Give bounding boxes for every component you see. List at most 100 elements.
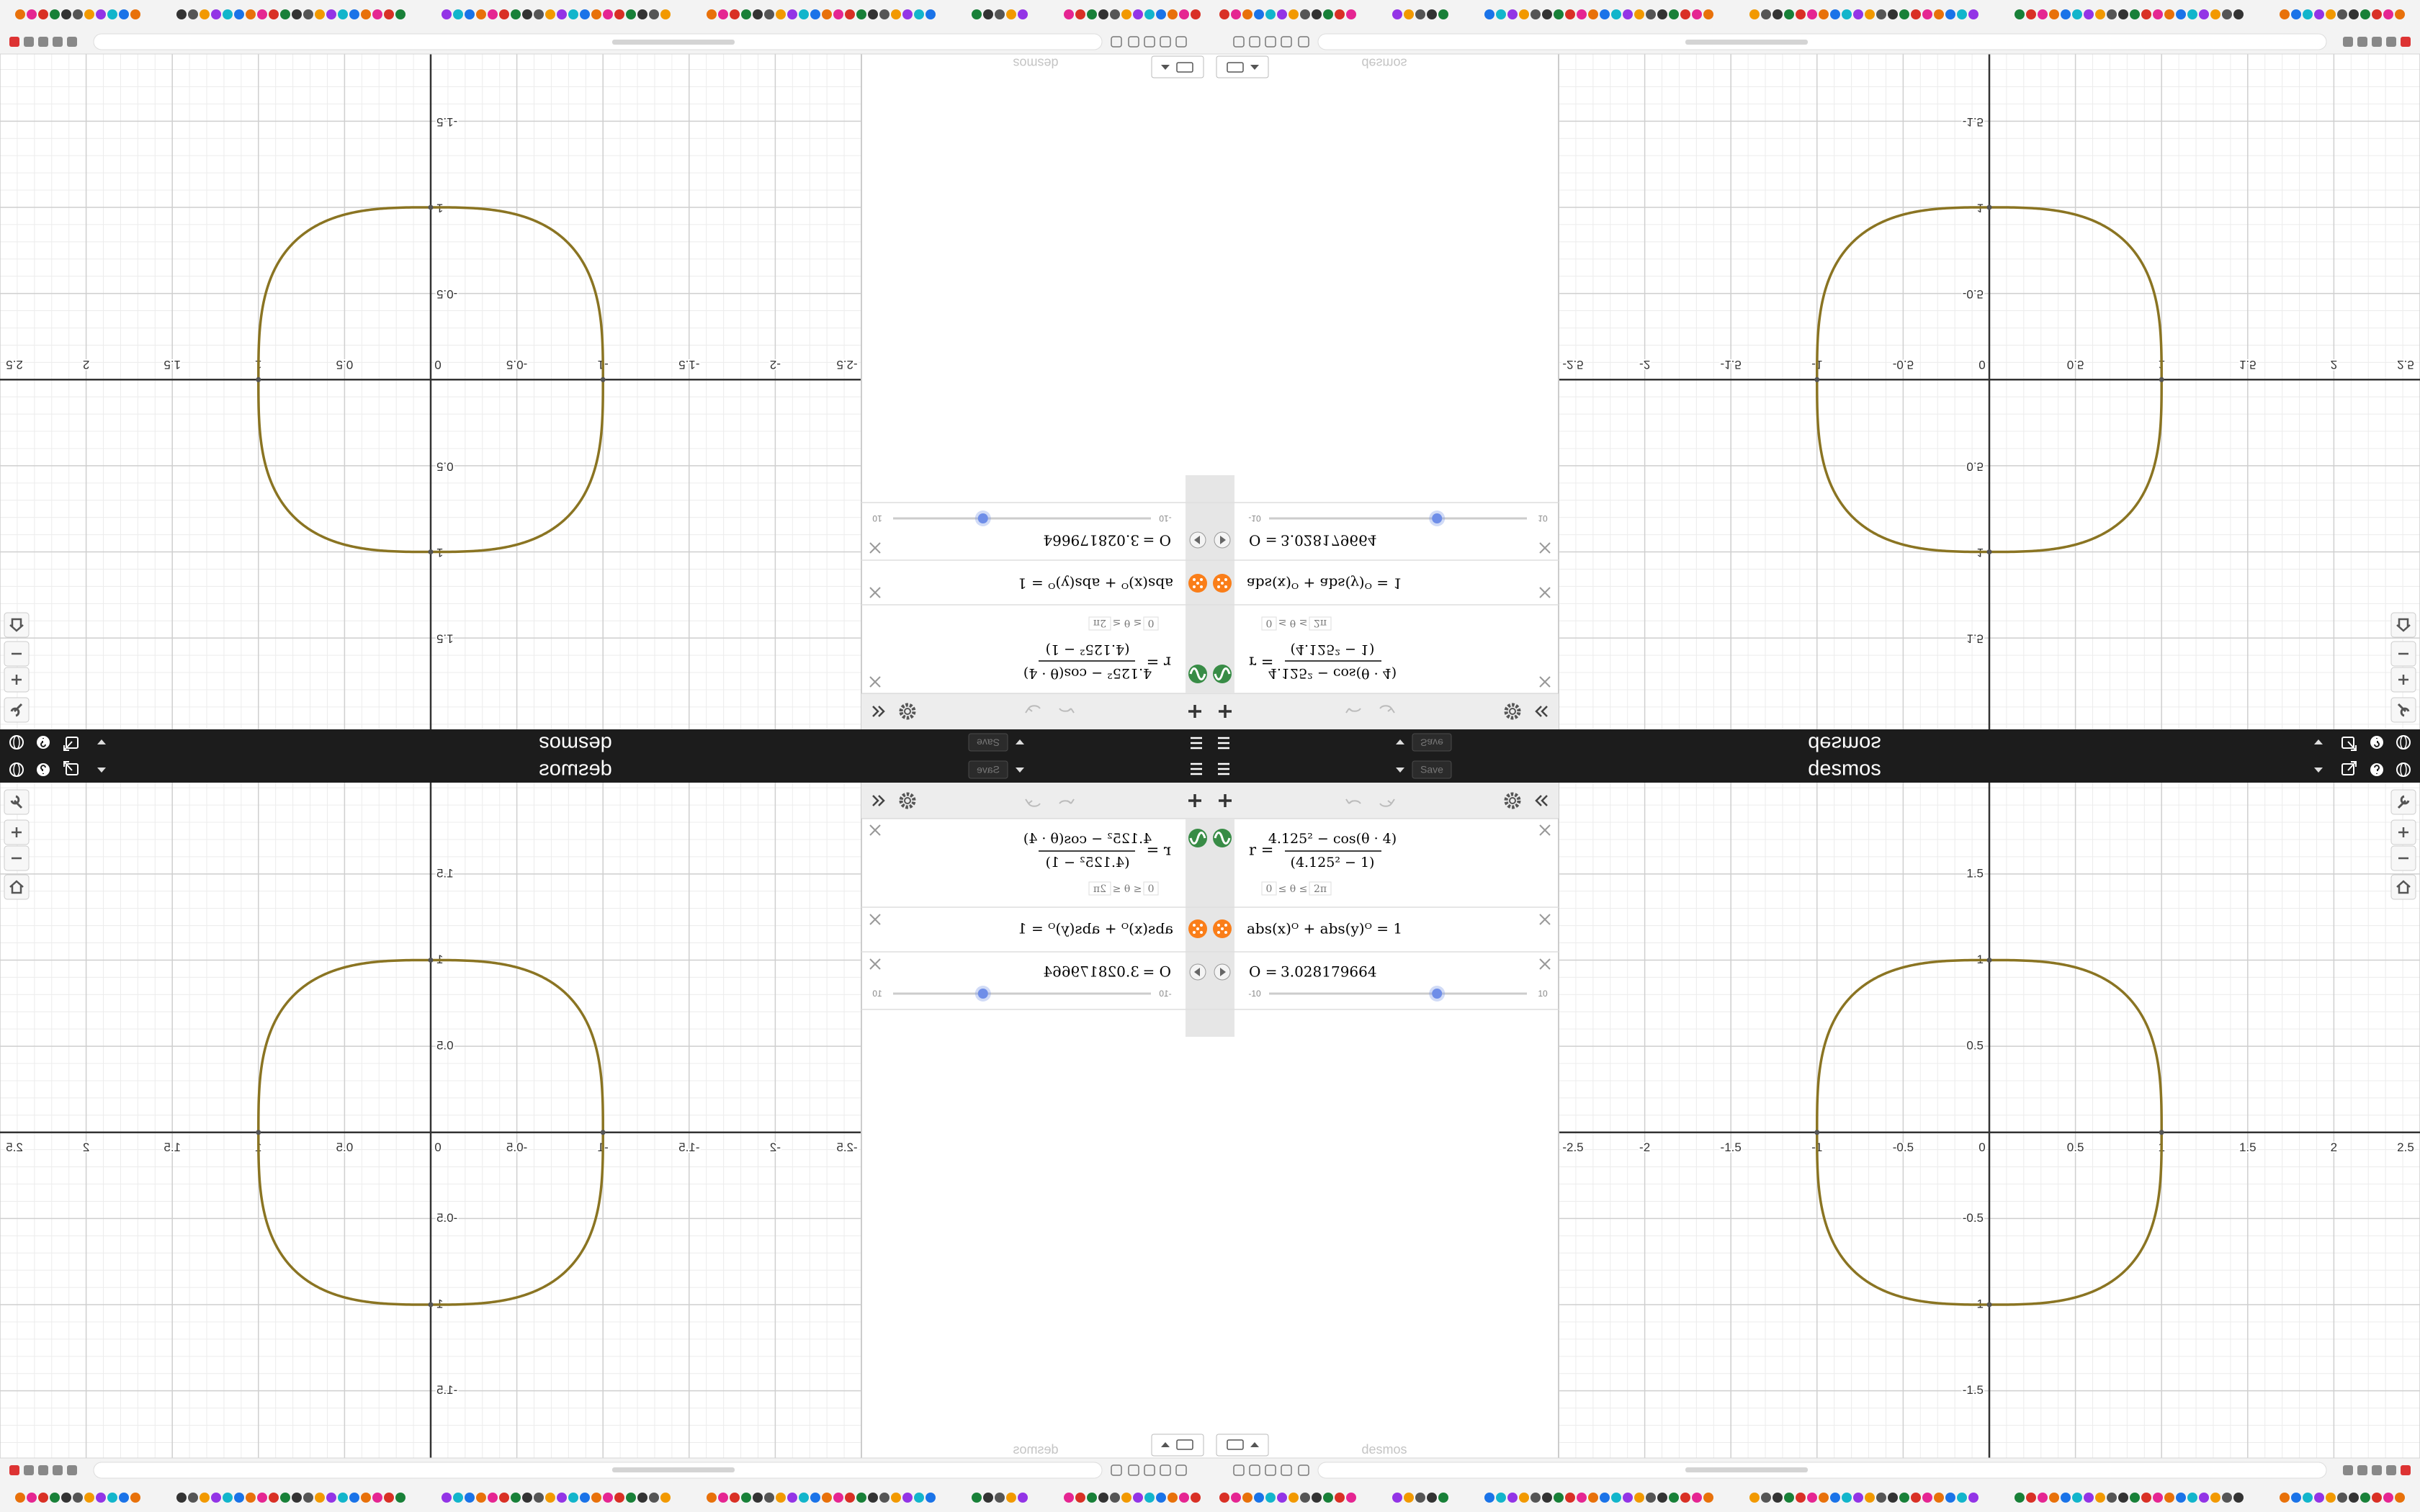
bookmark-icon[interactable] — [1830, 9, 1840, 19]
bookmark-icon[interactable] — [1588, 9, 1598, 19]
bookmark-icon[interactable] — [107, 9, 117, 19]
extension-icon[interactable] — [2401, 37, 2411, 47]
bookmark-icon[interactable] — [1600, 1493, 1610, 1503]
bookmark-icon[interactable] — [2107, 9, 2117, 19]
extension-icon[interactable] — [9, 1465, 19, 1475]
delete-button[interactable] — [869, 958, 881, 970]
bookmark-icon[interactable] — [1265, 1493, 1276, 1503]
bookmark-icon[interactable] — [741, 1493, 751, 1503]
slider-thumb[interactable] — [1432, 989, 1443, 999]
bookmark-icon[interactable] — [891, 9, 901, 19]
menu-button[interactable] — [1191, 737, 1202, 750]
dropdown-caret[interactable] — [2314, 768, 2323, 773]
bookmark-icon[interactable] — [1018, 9, 1028, 19]
bookmark-icon[interactable] — [338, 1493, 348, 1503]
bookmark-icon[interactable] — [315, 9, 325, 19]
bookmark-icon[interactable] — [2176, 9, 2186, 19]
bookmark-icon[interactable] — [1496, 1493, 1506, 1503]
bookmark-icon[interactable] — [1542, 1493, 1552, 1503]
bookmark-icon[interactable] — [1968, 9, 1978, 19]
bookmark-icon[interactable] — [1098, 1493, 1108, 1503]
bookmark-icon[interactable] — [280, 9, 290, 19]
extension-icon[interactable] — [2401, 1465, 2411, 1475]
bookmark-icon[interactable] — [1277, 9, 1287, 19]
menu-button[interactable] — [1218, 737, 1229, 750]
nav-button[interactable] — [1298, 1464, 1309, 1476]
bookmark-icon[interactable] — [1899, 9, 1909, 19]
bookmark-icon[interactable] — [810, 1493, 820, 1503]
bookmark-icon[interactable] — [130, 1493, 140, 1503]
zoom-in-button[interactable] — [4, 667, 30, 693]
bookmark-icon[interactable] — [972, 9, 982, 19]
bookmark-icon[interactable] — [1312, 9, 1322, 19]
bookmark-icon[interactable] — [200, 9, 210, 19]
expression-row[interactable]: r =4.125² − cos(θ · 4) (4.125² − 1) 0 ≤ θ ≤… — [1213, 824, 1551, 896]
bookmark-icon[interactable] — [2038, 9, 2048, 19]
home-button[interactable] — [2390, 612, 2416, 638]
bookmark-icon[interactable] — [1438, 1493, 1448, 1503]
bookmark-icon[interactable] — [1335, 9, 1345, 19]
bookmark-icon[interactable] — [15, 9, 25, 19]
bookmark-icon[interactable] — [1087, 1493, 1097, 1503]
bookmark-icon[interactable] — [1519, 1493, 1529, 1503]
delete-button[interactable] — [1539, 542, 1551, 554]
bookmark-icon[interactable] — [522, 1493, 532, 1503]
language-button[interactable] — [2396, 735, 2411, 750]
bookmark-icon[interactable] — [2337, 9, 2347, 19]
bookmark-icon[interactable] — [534, 9, 544, 19]
expression-row[interactable]: O =3.028179664 -10 10 — [1214, 958, 1551, 1002]
collapse-button[interactable] — [872, 795, 885, 806]
bookmark-icon[interactable] — [868, 1493, 878, 1503]
bookmark-icon[interactable] — [1392, 9, 1402, 19]
bookmark-icon[interactable] — [1018, 1493, 1028, 1503]
add-item-button[interactable] — [1219, 705, 1232, 718]
bookmark-icon[interactable] — [15, 1493, 25, 1503]
bookmark-icon[interactable] — [2118, 9, 2128, 19]
bookmark-icon[interactable] — [1427, 1493, 1437, 1503]
bookmark-icon[interactable] — [902, 1493, 913, 1503]
bookmark-icon[interactable] — [511, 9, 521, 19]
bookmark-icon[interactable] — [1577, 9, 1587, 19]
wrench-button[interactable] — [4, 789, 30, 815]
language-button[interactable] — [9, 735, 24, 750]
bookmark-icon[interactable] — [764, 9, 774, 19]
bookmark-icon[interactable] — [2349, 9, 2359, 19]
extension-icon[interactable] — [24, 37, 34, 47]
bookmark-icon[interactable] — [2199, 9, 2209, 19]
bookmark-icon[interactable] — [995, 1493, 1005, 1503]
redo-button[interactable] — [1379, 798, 1395, 807]
bookmark-icon[interactable] — [1853, 1493, 1863, 1503]
extension-icon[interactable] — [2372, 1465, 2382, 1475]
bookmark-icon[interactable] — [188, 9, 198, 19]
bookmark-icon[interactable] — [614, 1493, 624, 1503]
bookmark-icon[interactable] — [476, 1493, 486, 1503]
wrench-button[interactable] — [2390, 697, 2416, 723]
bookmark-icon[interactable] — [2141, 1493, 2151, 1503]
bookmark-icon[interactable] — [1646, 1493, 1656, 1503]
bookmark-icon[interactable] — [2118, 1493, 2128, 1503]
nav-button[interactable] — [1111, 1464, 1122, 1476]
bookmark-icon[interactable] — [868, 9, 878, 19]
bookmark-icon[interactable] — [1179, 1493, 1189, 1503]
bookmark-icon[interactable] — [545, 1493, 555, 1503]
bookmark-icon[interactable] — [603, 9, 613, 19]
expression-row[interactable]: r =4.125² − cos(θ · 4) (4.125² − 1) 0 ≤ θ ≤… — [1213, 616, 1551, 688]
bookmark-icon[interactable] — [983, 9, 993, 19]
bookmark-icon[interactable] — [303, 9, 313, 19]
add-item-button[interactable] — [1188, 794, 1201, 807]
bookmark-icon[interactable] — [2153, 9, 2163, 19]
keyboard-button[interactable] — [1216, 55, 1269, 78]
bookmark-icon[interactable] — [2372, 1493, 2382, 1503]
menu-button[interactable] — [1191, 762, 1202, 775]
bookmark-icon[interactable] — [568, 1493, 578, 1503]
bookmark-icon[interactable] — [660, 9, 671, 19]
bookmark-icon[interactable] — [1300, 1493, 1310, 1503]
bookmark-icon[interactable] — [856, 1493, 866, 1503]
bookmark-icon[interactable] — [257, 9, 267, 19]
bookmark-icon[interactable] — [234, 1493, 244, 1503]
bookmark-icon[interactable] — [269, 1493, 279, 1503]
bookmark-icon[interactable] — [1144, 9, 1155, 19]
bookmark-icon[interactable] — [1888, 1493, 1898, 1503]
bookmark-icon[interactable] — [983, 1493, 993, 1503]
bookmark-icon[interactable] — [338, 9, 348, 19]
